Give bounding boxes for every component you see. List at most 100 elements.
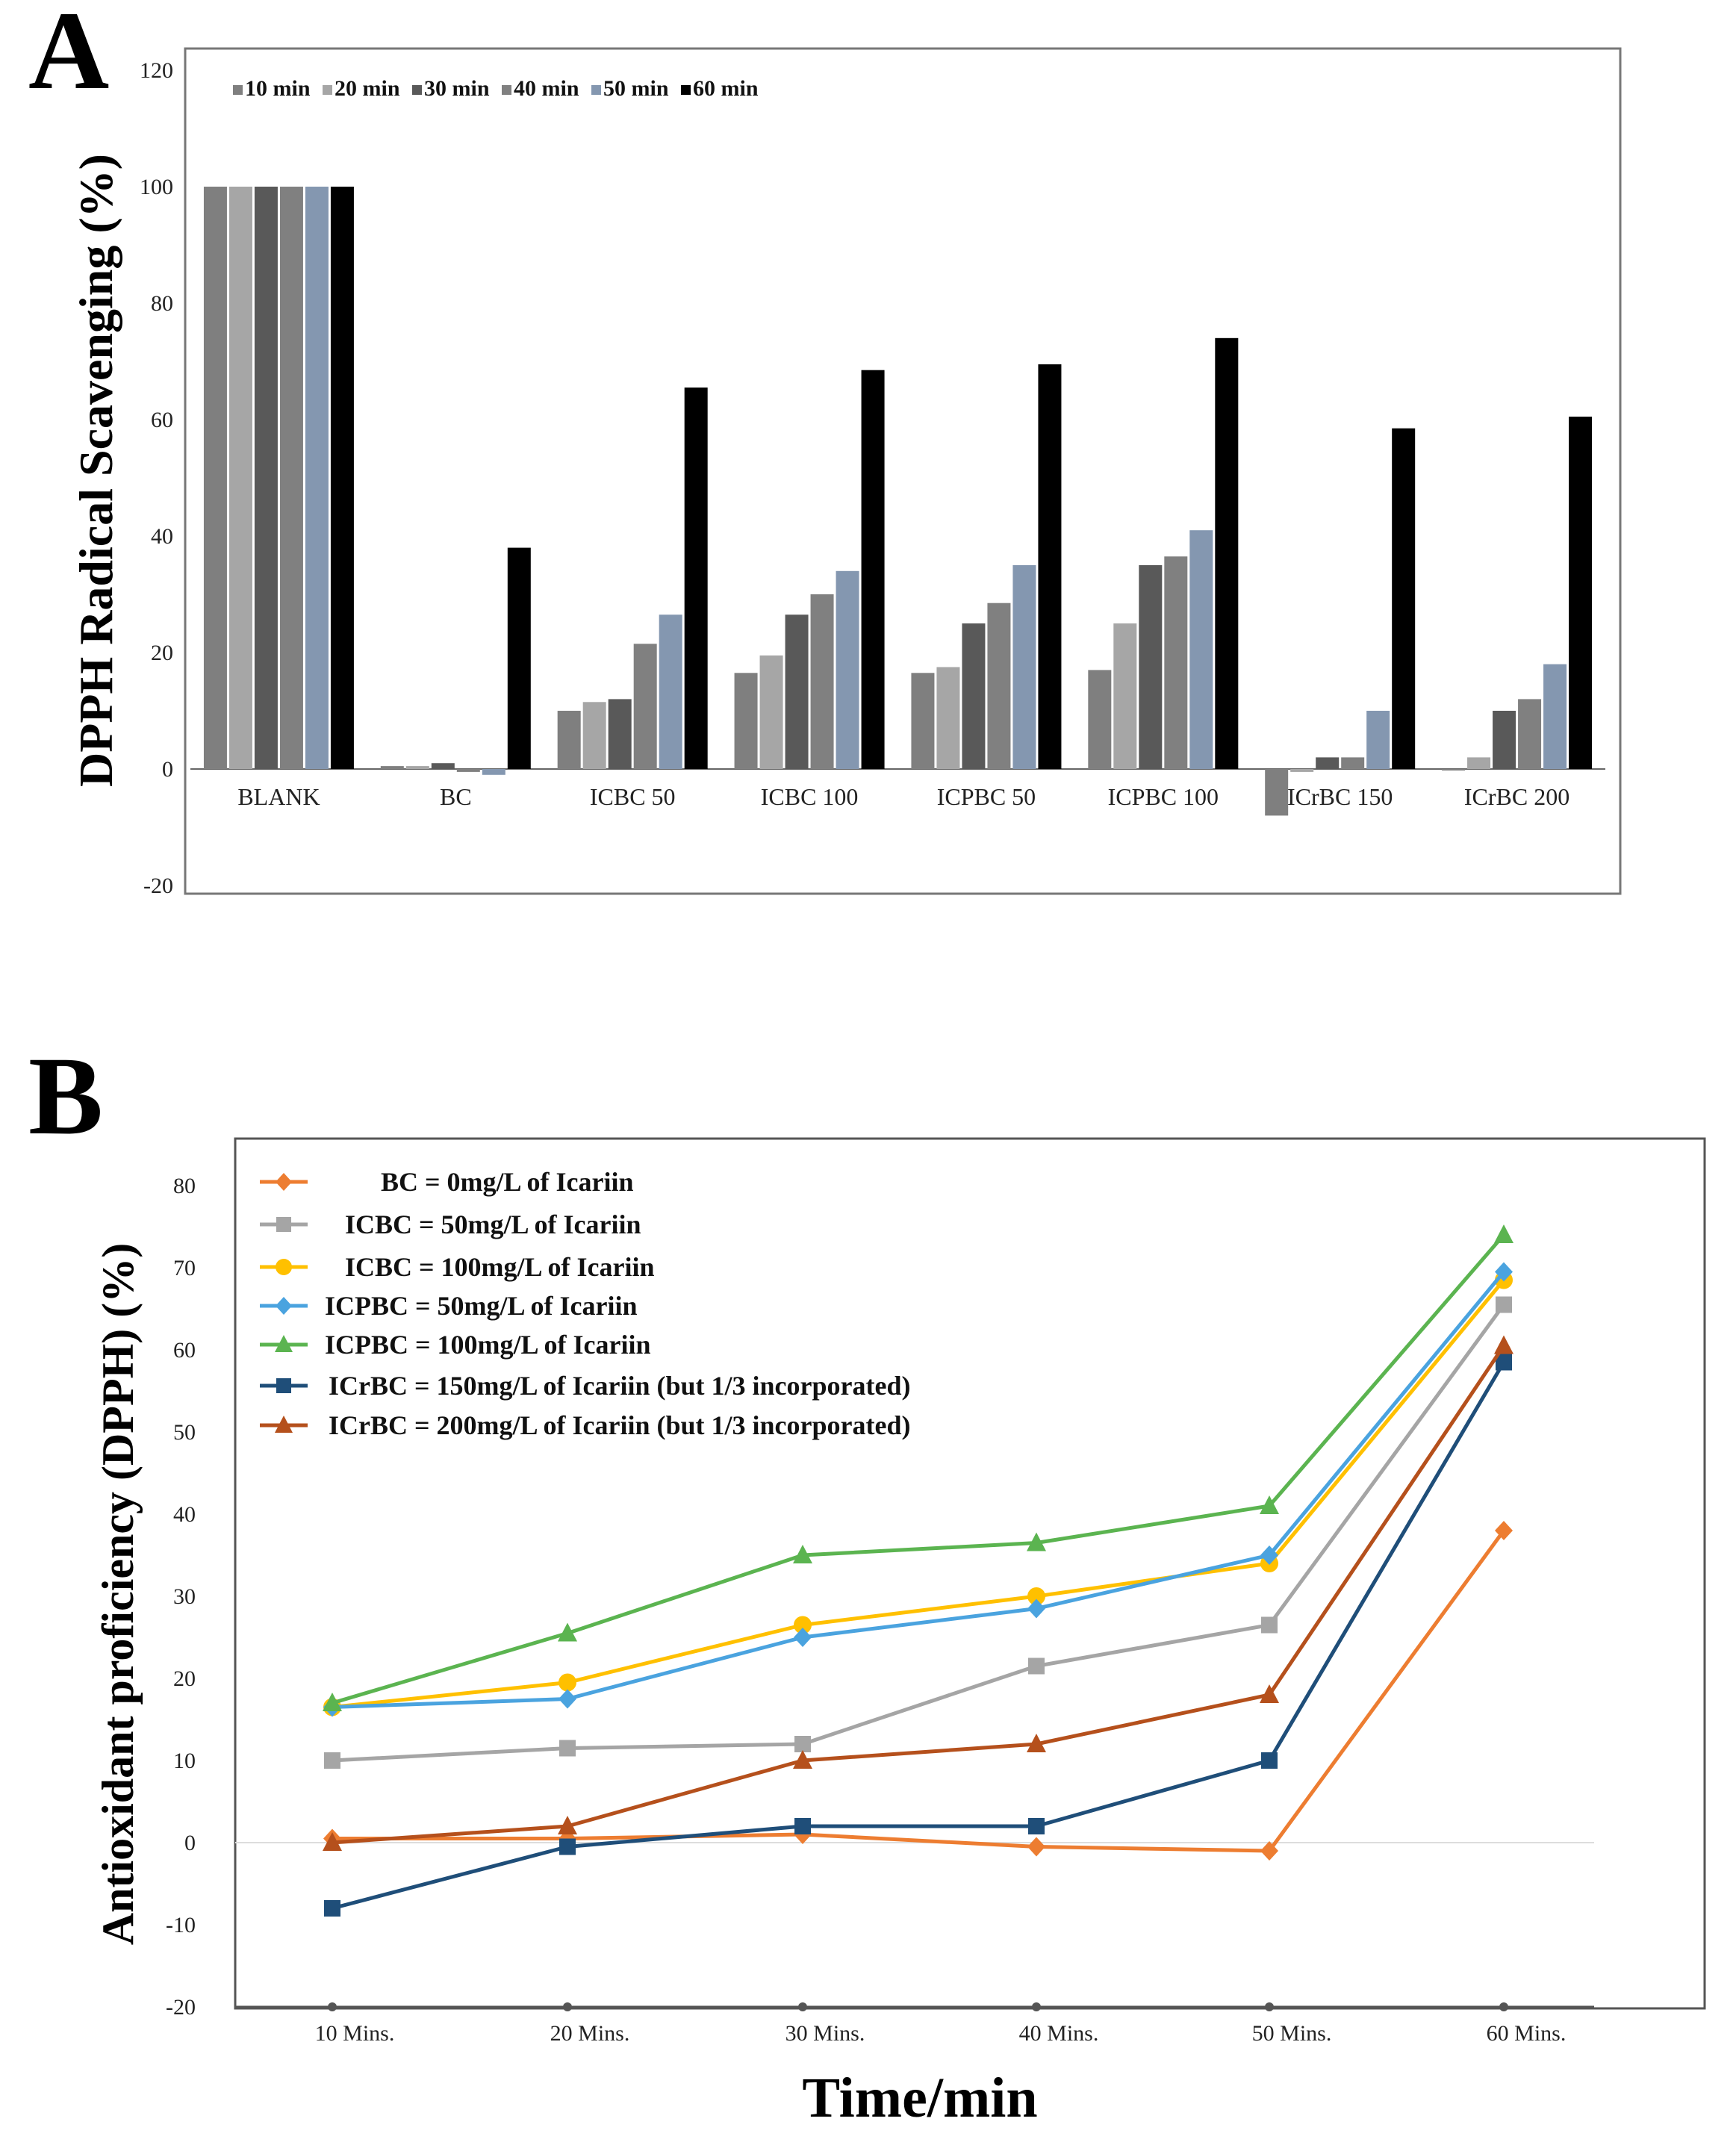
point-bc-0mg-l-of-icariin-50-mins [1260, 1841, 1278, 1861]
panel-a-category-label: BC [440, 783, 472, 810]
panel-a-category-label: ICBC 50 [590, 783, 676, 810]
bar-icbc-100-10-min [734, 673, 758, 769]
legend-label-20-min: 20 min [335, 76, 400, 101]
point-icrbc-150mg-l-of-icariin-but-1-3-incorporated-60-mins [1496, 1354, 1512, 1371]
panel-a-y-tick-label: 0 [162, 757, 173, 782]
point-icrbc-150mg-l-of-icariin-but-1-3-incorporated-40-mins [1028, 1818, 1045, 1834]
panel-b-x-tick-mark [798, 2002, 807, 2011]
bar-blank-60-min [330, 187, 354, 769]
panel-a-y-tick-label: 120 [140, 58, 173, 83]
bar-bc-30-min [431, 763, 455, 769]
legend-marker-icbc-50mg-l-of-icariin [276, 1217, 291, 1232]
point-bc-0mg-l-of-icariin-40-mins [1027, 1837, 1045, 1857]
bar-blank-50-min [305, 187, 329, 769]
bar-icrbc-150-30-min [1316, 757, 1340, 769]
point-icpbc-50mg-l-of-icariin-50-mins [1260, 1545, 1278, 1565]
panel-b: B -20 -10 0 10 20 30 40 50 60 70 80 10 Mins. 20 Min… [28, 1034, 1706, 2129]
legend-label-10-min: 10 min [245, 76, 311, 101]
line-icrbc-150mg-l-of-icariin-but-1-3-incorporated [332, 1361, 1506, 1911]
legend-label-icpbc-50mg-l-of-icariin: ICPBC = 50mg/L of Icariin [325, 1291, 638, 1321]
bar-bc-40-min [456, 769, 480, 772]
bar-icpbc-100-20-min [1113, 623, 1137, 769]
bar-icrbc-200-30-min [1493, 711, 1516, 769]
point-icbc-50mg-l-of-icariin-20-mins [559, 1740, 576, 1757]
legend-marker-icrbc-150mg-l-of-icariin-but-1-3-incorporated [276, 1378, 291, 1393]
legend-label-icbc-50mg-l-of-icariin: ICBC = 50mg/L of Icariin [345, 1210, 641, 1239]
legend-label-icrbc-200mg-l-of-icariin-but-1-3-incorporated: ICrBC = 200mg/L of Icariin (but 1/3 inco… [329, 1410, 910, 1440]
panel-a-category-label: ICrBC 150 [1287, 783, 1393, 810]
bar-icbc-100-50-min [836, 570, 859, 769]
legend-swatch-20-min [323, 85, 332, 95]
point-icpbc-50mg-l-of-icariin-40-mins [1027, 1598, 1045, 1619]
legend-label-icbc-100mg-l-of-icariin: ICBC = 100mg/L of Icariin [345, 1252, 655, 1282]
point-icbc-100mg-l-of-icariin-30-mins [794, 1616, 812, 1634]
panel-a-y-tick-label: 60 [151, 408, 173, 432]
panel-b-y-tick-label: -20 [166, 1995, 196, 2020]
bar-icrbc-200-60-min [1569, 417, 1593, 769]
point-bc-0mg-l-of-icariin-60-mins [1495, 1521, 1513, 1540]
panel-b-x-tick-label: 20 Mins. [550, 2021, 630, 2046]
legend-swatch-50-min [591, 85, 601, 95]
point-icrbc-200mg-l-of-icariin-but-1-3-incorporated-30-mins [793, 1750, 812, 1769]
panel-a-y-tick-label: 80 [151, 291, 173, 316]
legend-swatch-60-min [681, 85, 691, 95]
panel-a-y-tick-label: 40 [151, 524, 173, 549]
panel-b-y-tick-label: 20 [173, 1666, 196, 1691]
point-icbc-100mg-l-of-icariin-40-mins [1027, 1587, 1045, 1605]
bar-icpbc-50-10-min [911, 673, 935, 769]
line-icrbc-200mg-l-of-icariin-but-1-3-incorporated [332, 1345, 1506, 1845]
point-icbc-50mg-l-of-icariin-40-mins [1028, 1657, 1045, 1675]
panel-b-x-axis-title: Time/min [802, 2067, 1037, 2129]
legend-marker-icpbc-100mg-l-of-icariin [275, 1335, 293, 1352]
bar-icbc-100-40-min [810, 594, 834, 769]
bar-icpbc-50-40-min [987, 603, 1011, 769]
legend-label-bc-0mg-l-of-icariin: BC = 0mg/L of Icariin [381, 1167, 634, 1197]
point-icrbc-200mg-l-of-icariin-but-1-3-incorporated-40-mins [1027, 1734, 1046, 1752]
point-icpbc-100mg-l-of-icariin-10-mins [323, 1693, 342, 1711]
bar-icbc-50-40-min [633, 644, 657, 769]
bar-bc-60-min [507, 547, 531, 769]
legend-label-40-min: 40 min [514, 76, 579, 101]
bar-icrbc-200-40-min [1518, 699, 1542, 769]
bar-icpbc-50-20-min [936, 667, 960, 769]
legend-swatch-30-min [412, 85, 422, 95]
bar-icbc-100-20-min [759, 655, 783, 769]
panel-b-y-axis-title: Antioxidant proficiency (DPPH) (%) [93, 1243, 143, 1945]
panel-b-y-ticks: -20 -10 0 10 20 30 40 50 60 70 80 [166, 1174, 196, 2020]
bar-icpbc-100-10-min [1088, 670, 1112, 769]
point-icpbc-50mg-l-of-icariin-20-mins [559, 1689, 576, 1709]
bar-icbc-50-10-min [557, 711, 581, 769]
panel-b-x-tick-mark [1499, 2002, 1508, 2011]
panel-b-x-tick-mark [328, 2002, 337, 2011]
point-icpbc-100mg-l-of-icariin-60-mins [1494, 1224, 1513, 1243]
bar-icrbc-150-20-min [1290, 769, 1314, 772]
point-icpbc-100mg-l-of-icariin-20-mins [558, 1622, 577, 1642]
panel-b-x-tick-mark [563, 2002, 572, 2011]
line-icbc-100mg-l-of-icariin [332, 1278, 1505, 1709]
point-icrbc-200mg-l-of-icariin-but-1-3-incorporated-20-mins [558, 1816, 577, 1834]
panel-b-x-tick-label: 10 Mins. [315, 2021, 395, 2046]
legend-swatch-10-min [233, 85, 243, 95]
panel-b-y-tick-label: 0 [184, 1831, 196, 1855]
panel-b-x-tick-mark [1032, 2002, 1041, 2011]
bar-icbc-100-60-min [861, 370, 885, 769]
bar-icbc-100-30-min [785, 614, 809, 769]
legend-swatch-40-min [502, 85, 511, 95]
panel-a-category-label: ICPBC 50 [937, 783, 1036, 810]
panel-a-y-tick-label: -20 [143, 874, 173, 898]
panel-a-legend: 10 min 20 min 30 min 40 min 50 min 60 min [233, 76, 759, 101]
bar-icrbc-200-20-min [1467, 757, 1491, 769]
bar-blank-40-min [279, 187, 303, 769]
legend-label-50-min: 50 min [603, 76, 669, 101]
bar-icrbc-150-10-min [1265, 769, 1289, 816]
panel-a-category-label: ICPBC 100 [1108, 783, 1219, 810]
bar-icbc-50-60-min [684, 387, 708, 769]
bar-icbc-50-50-min [659, 614, 682, 769]
panel-a-category-label: ICBC 100 [761, 783, 859, 810]
panel-b-y-tick-label: 70 [173, 1256, 196, 1280]
panel-a-y-ticks: -20 0 20 40 60 80 100 120 [140, 58, 173, 898]
bar-blank-20-min [228, 187, 252, 769]
panel-b-lines [323, 1224, 1513, 1917]
bar-icpbc-50-30-min [962, 623, 986, 769]
